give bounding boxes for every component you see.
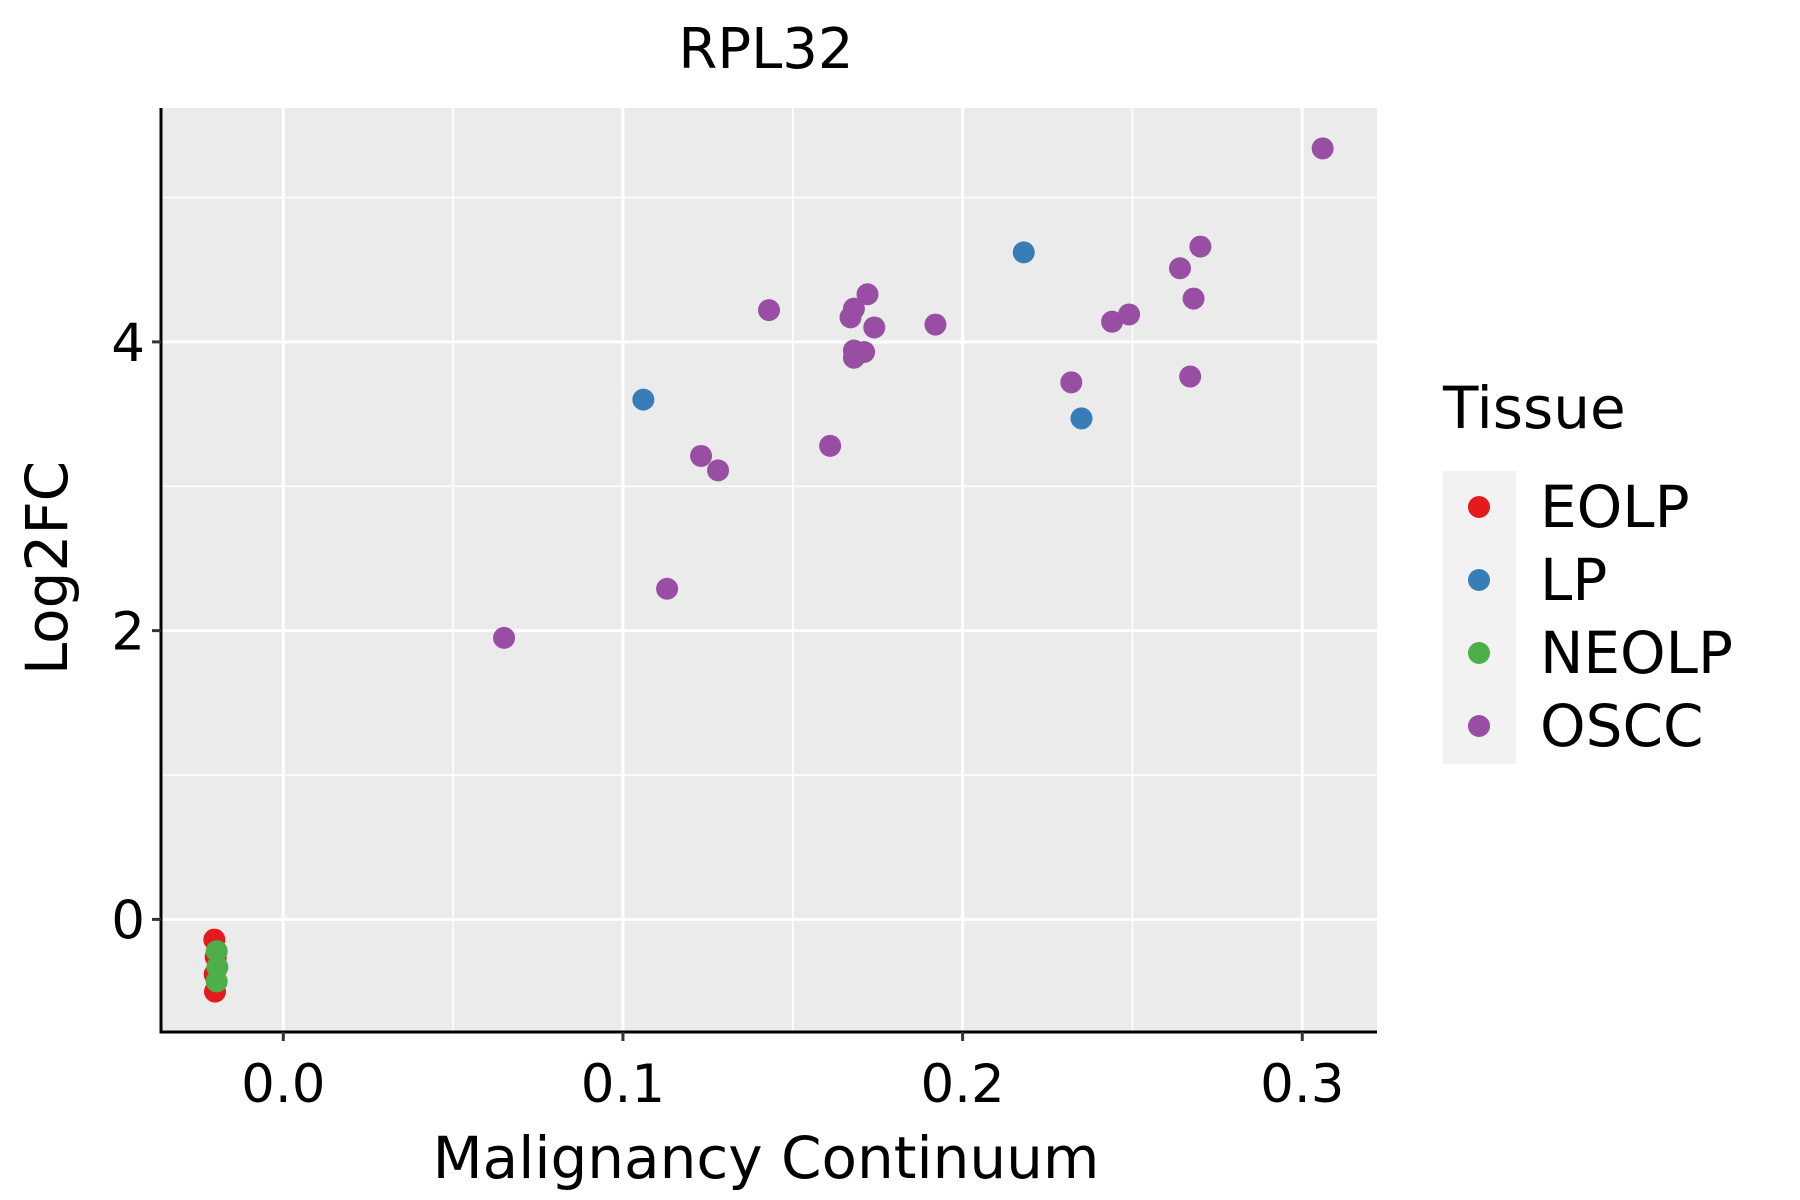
data-point-lp xyxy=(632,388,655,411)
data-point-oscc xyxy=(853,340,876,363)
legend-label-eolp: EOLP xyxy=(1540,473,1690,541)
x-tick-label: 0.3 xyxy=(1260,1054,1344,1115)
legend-key-oscc xyxy=(1468,715,1490,737)
y-axis-ticks: 0 2 4 xyxy=(111,313,161,951)
legend-title: Tissue xyxy=(1442,374,1626,442)
data-point-oscc xyxy=(1311,137,1334,160)
data-point-oscc xyxy=(1189,235,1212,258)
data-point-oscc xyxy=(1060,371,1083,394)
data-point-oscc xyxy=(819,434,842,457)
data-point-oscc xyxy=(856,283,879,306)
data-point-oscc xyxy=(1168,257,1191,280)
legend-key-lp xyxy=(1468,569,1490,591)
data-point-oscc xyxy=(1118,303,1141,326)
major-gridlines xyxy=(161,108,1377,1032)
data-point-neolp xyxy=(205,970,228,993)
data-point-oscc xyxy=(924,313,947,336)
data-point-lp xyxy=(1070,407,1093,430)
data-point-oscc xyxy=(842,297,865,320)
data-point-oscc xyxy=(656,577,679,600)
data-point-oscc xyxy=(1182,287,1205,310)
minor-gridlines xyxy=(161,108,1377,1032)
data-point-oscc xyxy=(707,459,730,482)
x-tick-label: 0.2 xyxy=(920,1054,1004,1115)
data-point-oscc xyxy=(758,299,780,322)
legend-key-eolp xyxy=(1468,496,1490,518)
data-point-neolp xyxy=(205,940,228,963)
x-tick-label: 0.0 xyxy=(241,1054,325,1115)
data-point-oscc xyxy=(1179,365,1202,388)
data-point-oscc xyxy=(863,316,886,339)
x-axis-title: Malignancy Continuum xyxy=(433,1124,1100,1192)
data-points xyxy=(203,137,1334,1003)
legend-label-oscc: OSCC xyxy=(1540,692,1703,760)
y-axis-title: Log2FC xyxy=(13,461,81,675)
x-axis-ticks: 0.0 0.1 0.2 0.3 xyxy=(241,1032,1344,1115)
legend-label-neolp: NEOLP xyxy=(1540,619,1733,687)
x-tick-label: 0.1 xyxy=(581,1054,665,1115)
y-tick-label: 0 xyxy=(111,890,145,951)
legend-key-neolp xyxy=(1468,642,1490,664)
chart-title: RPL32 xyxy=(678,17,853,82)
y-tick-label: 4 xyxy=(111,313,145,374)
legend-label-lp: LP xyxy=(1540,546,1607,614)
y-tick-label: 2 xyxy=(111,602,145,663)
data-point-oscc xyxy=(493,626,516,649)
data-point-oscc xyxy=(1101,310,1124,333)
data-point-lp xyxy=(1012,241,1035,264)
data-point-oscc xyxy=(690,444,713,467)
